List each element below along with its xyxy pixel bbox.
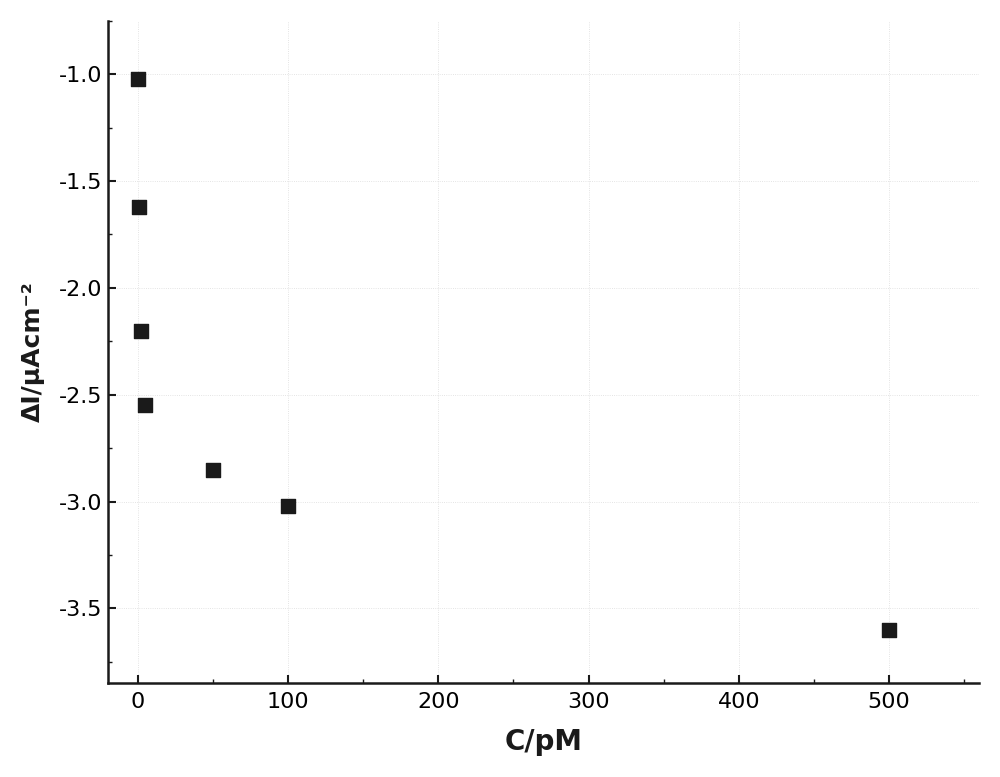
Point (280, 500, 296, 512)
Point (205, 463, 221, 476)
Point (130, 72, 146, 85)
Point (133, 325, 149, 337)
Point (881, 623, 897, 636)
Point (131, 200, 147, 213)
Y-axis label: ΔI/μAcm⁻²: ΔI/μAcm⁻² (21, 281, 45, 423)
Point (137, 399, 153, 412)
X-axis label: C/pM: C/pM (504, 728, 582, 756)
